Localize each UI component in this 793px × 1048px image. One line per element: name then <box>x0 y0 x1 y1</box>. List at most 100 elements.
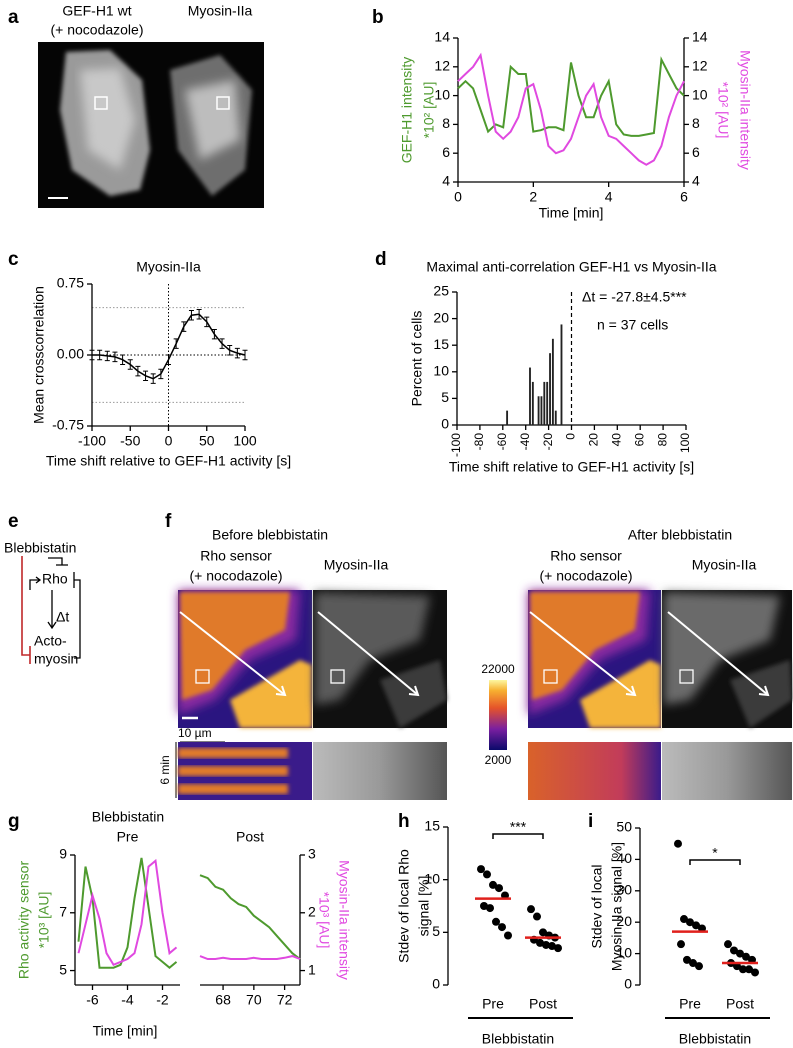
bar <box>506 410 509 425</box>
x-tick-label: 60 <box>632 433 646 447</box>
data-point <box>677 940 685 949</box>
error-bar <box>135 365 141 377</box>
node: Rho <box>42 571 68 587</box>
x-tick-label: 100 <box>233 433 257 449</box>
x-tick-label: 2 <box>529 189 537 205</box>
data-point <box>739 965 747 974</box>
colorbar-label: 22000 <box>481 662 515 676</box>
x-tick-label: -6 <box>86 992 99 1008</box>
x-tick-label: 100 <box>678 433 692 453</box>
chart-title: Pre <box>117 829 139 845</box>
y-axis-label: Mean crosscorrelation <box>31 286 47 424</box>
x-axis-label: Blebbistatin <box>679 1031 751 1047</box>
data-line <box>199 874 301 960</box>
colorbar-label: 2000 <box>485 753 512 767</box>
diagram-e: e Blebbistatin Rho Δt Acto- myosin <box>4 511 81 667</box>
bar <box>549 353 551 425</box>
error-bar <box>173 338 179 349</box>
x-tick-label: 0 <box>165 433 173 449</box>
bar <box>554 410 557 425</box>
data-point <box>527 905 535 914</box>
data-line <box>199 955 301 960</box>
y-axis-label: Percent of cells <box>409 311 425 407</box>
y-tick-label: 10 <box>434 86 450 102</box>
data-point <box>695 962 703 971</box>
x-tick-label: 20 <box>587 433 601 447</box>
y2-axis-label: *10³ [AU] <box>316 892 332 949</box>
data-point <box>751 968 759 977</box>
y-axis-label: Stdev of local Rho <box>396 849 412 963</box>
x-tick-label: Post <box>726 996 754 1012</box>
data-point <box>692 921 700 930</box>
data-point <box>686 918 694 927</box>
data-line <box>457 56 685 137</box>
y-tick-label: 50 <box>616 819 632 835</box>
data-point <box>504 931 512 940</box>
error-bar <box>204 316 210 328</box>
x-tick-label: -20 <box>541 433 555 451</box>
y-axis-label: signal [%] <box>416 876 432 937</box>
significance-bracket <box>492 833 544 839</box>
y-tick-label: 3 <box>308 846 316 862</box>
y-tick-label: 4 <box>442 173 450 189</box>
data-point <box>492 917 500 926</box>
y-tick-label: 0 <box>441 416 449 432</box>
error-bar <box>89 349 95 361</box>
image-label: Rho sensor <box>550 548 622 564</box>
x-tick-label: 72 <box>277 992 293 1008</box>
data-point <box>486 904 494 913</box>
y-tick-label: 15 <box>433 336 449 352</box>
y-tick-label: 0.75 <box>57 275 84 291</box>
error-bar <box>127 359 133 370</box>
data-point <box>724 940 732 949</box>
data-point <box>536 938 544 947</box>
y-tick-label: 8 <box>442 115 450 131</box>
error-bar <box>150 373 156 384</box>
image-label: (+ nocodazole) <box>50 22 143 38</box>
y-tick-label: 5 <box>441 389 449 405</box>
y-tick-label: 7 <box>59 903 67 919</box>
error-bar <box>196 309 202 320</box>
bar <box>551 338 554 425</box>
x-tick-label: -100 <box>449 433 463 457</box>
y-tick-label: 10 <box>616 944 632 960</box>
error-bar <box>166 354 171 365</box>
y-axis-label: *10³ [AU] <box>36 892 52 949</box>
data-point <box>680 915 688 924</box>
y-tick-label: 5 <box>59 961 67 977</box>
x-axis-label: Time shift relative to GEF-H1 activity [… <box>46 453 291 469</box>
image-label: Myosin-IIa <box>692 557 757 573</box>
y-tick-label: 10 <box>692 86 708 102</box>
error-bar <box>120 354 126 365</box>
data-point <box>533 912 541 921</box>
y-axis-label: GEF-H1 intensity <box>399 57 415 164</box>
x-axis-label: Blebbistatin <box>482 1031 554 1047</box>
x-tick-label: 6 <box>680 189 688 205</box>
y2-axis-label: *10² [AU] <box>715 82 731 139</box>
y-tick-label: 6 <box>692 144 700 160</box>
y-tick-label: 15 <box>424 818 440 834</box>
x-axis-label: Time [min] <box>93 1023 158 1039</box>
time-label: 6 min <box>158 755 172 784</box>
error-bar <box>211 328 217 340</box>
panel-title: Blebbistatin <box>92 809 164 825</box>
bar <box>531 381 534 425</box>
y-tick-label: 10 <box>433 363 449 379</box>
bar <box>560 324 563 425</box>
data-point <box>548 942 556 951</box>
bar <box>543 381 546 425</box>
data-line <box>77 857 178 969</box>
data-point <box>683 955 691 964</box>
data-point <box>495 884 503 893</box>
annotation: Δt = -27.8±4.5*** <box>582 289 687 305</box>
y-axis-label: *10² [AU] <box>421 82 437 139</box>
data-point <box>674 839 682 848</box>
node: myosin <box>34 651 78 667</box>
y2-axis-label: Myosin-IIa intensity <box>737 50 753 170</box>
x-tick-label: -80 <box>472 433 486 451</box>
y-tick-label: 40 <box>616 850 632 866</box>
y-tick-label: 0 <box>432 976 440 992</box>
error-bar <box>219 338 225 349</box>
image-label: Myosin-IIa <box>188 3 253 19</box>
